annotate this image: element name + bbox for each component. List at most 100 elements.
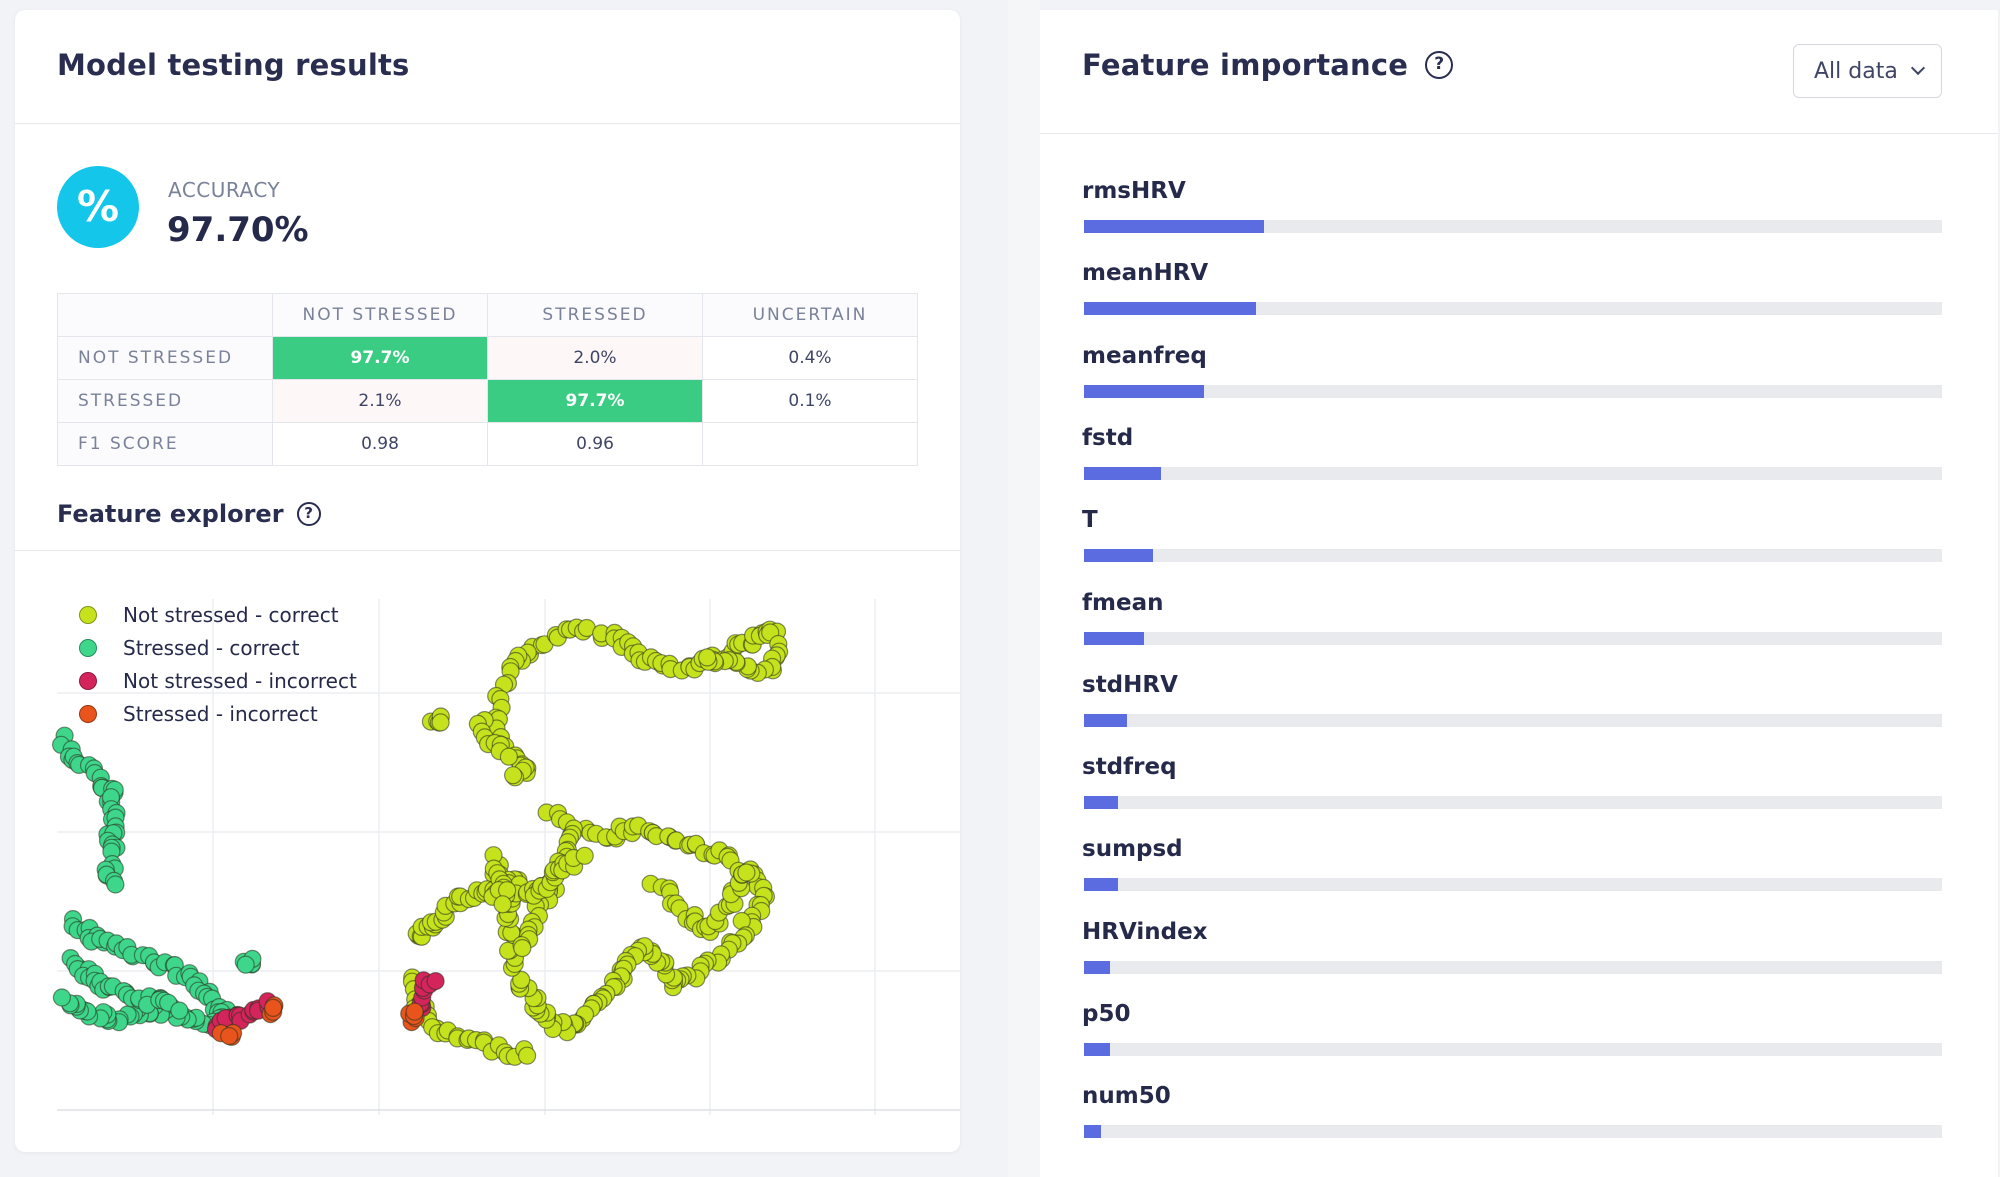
importance-bar <box>1084 466 1162 480</box>
importance-bar <box>1084 878 1119 892</box>
data-point <box>513 939 532 958</box>
importance-bar <box>1084 302 1256 316</box>
panel-gap <box>1008 0 1040 1177</box>
matrix-cell <box>702 422 918 466</box>
matrix-corner <box>57 293 273 337</box>
data-point <box>575 846 594 865</box>
feature-name: fmean <box>1082 589 1164 616</box>
chevron-down-icon <box>1910 60 1926 76</box>
data-point <box>517 1046 537 1065</box>
legend-item[interactable]: Not stressed - incorrect <box>79 664 357 697</box>
data-point <box>236 955 255 974</box>
data-point <box>106 875 125 894</box>
feature-row: rmsHRV <box>1082 178 1944 260</box>
matrix-cell: 97.7% <box>272 336 488 380</box>
feature-row: T <box>1082 507 1944 589</box>
importance-bar-track <box>1084 878 1942 892</box>
matrix-row-header: F1 SCORE <box>57 422 273 466</box>
data-filter-select[interactable]: All data <box>1793 44 1942 98</box>
matrix-cell: 97.7% <box>487 379 703 423</box>
importance-bar-track <box>1084 713 1942 727</box>
data-point <box>405 1002 424 1021</box>
help-icon[interactable]: ? <box>1425 51 1454 79</box>
feature-explorer-title: Feature explorer <box>57 500 284 528</box>
importance-bar <box>1084 960 1110 974</box>
importance-bar <box>1084 220 1265 233</box>
importance-bar-track <box>1084 1043 1942 1056</box>
model-testing-title: Model testing results <box>57 48 410 82</box>
data-point <box>698 648 717 667</box>
importance-bar-track <box>1084 549 1942 563</box>
matrix-cell: 0.4% <box>702 336 918 380</box>
importance-bar <box>1084 713 1127 727</box>
feature-explorer-header: Feature explorer ? <box>15 500 960 551</box>
feature-name: stdfreq <box>1082 754 1177 781</box>
feature-row: meanHRV <box>1082 260 1944 342</box>
feature-row: meanfreq <box>1082 343 1944 425</box>
feature-importance-header: Feature importance ? All data <box>1040 10 1998 134</box>
matrix-row-header: STRESSED <box>57 379 273 423</box>
feature-name: num50 <box>1082 1083 1171 1110</box>
feature-row: stdfreq <box>1082 754 1944 836</box>
data-point <box>52 988 72 1007</box>
data-point <box>264 998 283 1017</box>
accuracy-value: 97.70% <box>167 210 309 250</box>
accuracy-label: ACCURACY <box>168 178 281 202</box>
feature-row: stdHRV <box>1082 672 1944 754</box>
feature-name: meanfreq <box>1082 342 1207 369</box>
importance-bar <box>1084 631 1145 645</box>
importance-bar-track <box>1084 1125 1942 1139</box>
matrix-col-header: NOT STRESSED <box>272 293 488 337</box>
importance-bar <box>1084 549 1153 563</box>
importance-bar-track <box>1084 220 1942 233</box>
importance-bar <box>1084 1125 1102 1139</box>
feature-row: p50 <box>1082 1001 1944 1083</box>
feature-name: sumpsd <box>1082 836 1183 863</box>
feature-name: stdHRV <box>1082 671 1178 698</box>
legend-marker <box>79 671 97 690</box>
percent-icon: % <box>57 166 139 248</box>
data-point <box>431 713 450 732</box>
importance-bar-track <box>1084 631 1942 645</box>
matrix-cell: 2.0% <box>487 336 703 380</box>
data-point <box>426 972 445 991</box>
feature-row: num50 <box>1082 1083 1944 1165</box>
feature-explorer-plot[interactable] <box>15 570 960 1130</box>
importance-bar-track <box>1084 302 1942 316</box>
data-point <box>220 1027 239 1046</box>
legend-item[interactable]: Stressed - correct <box>79 631 357 664</box>
importance-bar-track <box>1084 960 1942 974</box>
confusion-matrix: NOT STRESSED STRESSED UNCERTAIN NOT STRE… <box>57 293 918 466</box>
feature-name: meanHRV <box>1082 260 1209 287</box>
feature-name: fstd <box>1082 424 1134 451</box>
importance-bar-track <box>1084 796 1942 810</box>
matrix-cell: 0.1% <box>702 379 918 423</box>
legend-label: Not stressed - incorrect <box>123 668 357 693</box>
matrix-row: F1 SCORE 0.98 0.96 <box>57 422 918 466</box>
matrix-col-header: STRESSED <box>487 293 703 337</box>
importance-bar <box>1084 796 1119 810</box>
matrix-row: NOT STRESSED 97.7% 2.0% 0.4% <box>57 336 918 380</box>
feature-row: HRVindex <box>1082 919 1944 1001</box>
legend-marker <box>79 605 97 624</box>
data-point <box>512 970 531 989</box>
plot-grid <box>57 599 960 1115</box>
legend-item[interactable]: Stressed - incorrect <box>79 697 357 730</box>
model-testing-header: Model testing results <box>15 10 960 124</box>
legend-label: Not stressed - correct <box>123 602 339 627</box>
feature-row: fstd <box>1082 425 1944 507</box>
help-icon[interactable]: ? <box>296 502 321 526</box>
feature-name: HRVindex <box>1082 918 1208 945</box>
legend-label: Stressed - incorrect <box>123 701 318 726</box>
matrix-cell: 0.96 <box>487 422 703 466</box>
matrix-cell: 0.98 <box>272 422 488 466</box>
matrix-header-row: NOT STRESSED STRESSED UNCERTAIN <box>57 293 918 337</box>
legend-marker <box>79 638 97 657</box>
matrix-row-header: NOT STRESSED <box>57 336 273 380</box>
legend-item[interactable]: Not stressed - correct <box>79 598 357 631</box>
plot-legend: Not stressed - correct Stressed - correc… <box>79 598 357 730</box>
plot-points <box>51 618 789 1066</box>
matrix-col-header: UNCERTAIN <box>702 293 918 337</box>
legend-label: Stressed - correct <box>123 635 300 660</box>
importance-bar <box>1084 384 1205 398</box>
